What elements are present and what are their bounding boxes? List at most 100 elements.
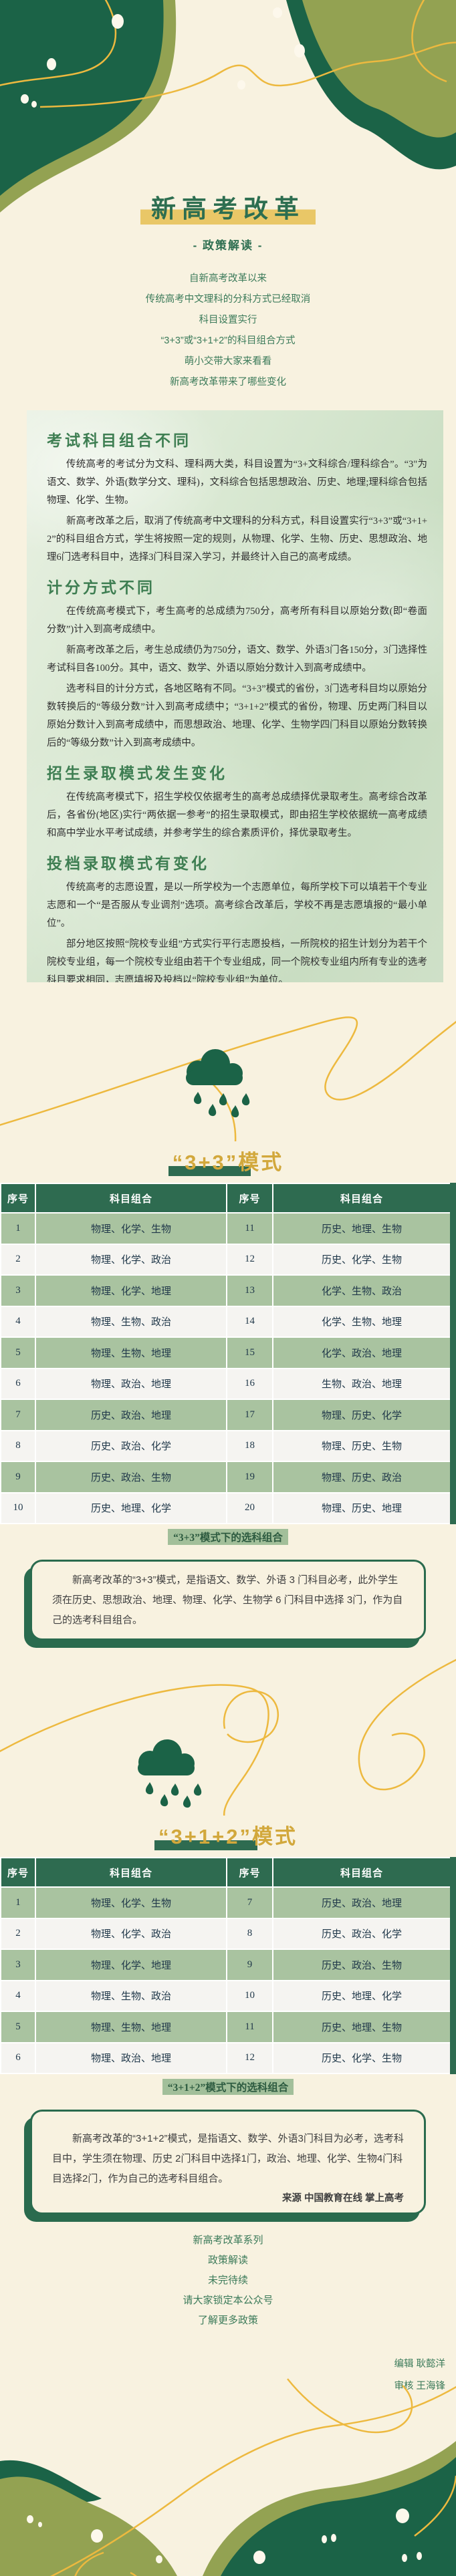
table-cell: 历史、地理、化学	[272, 1979, 454, 2012]
table-cell: 物理、生物、地理	[35, 1336, 227, 1369]
table-cell: 物理、化学、政治	[35, 1917, 227, 1950]
article-panel: 考试科目组合不同 传统高考的考试分为文科、理科两大类，科目设置为“3+文科综合/…	[27, 410, 443, 982]
table-312-caption: “3+1+2”模式下的选科组合	[162, 2079, 294, 2095]
mode-312-title: “3+1+2”模式	[154, 1820, 298, 1850]
col-header: 科目组合	[272, 1857, 454, 1888]
table-cell: 18	[226, 1429, 273, 1462]
table-cell: 7	[226, 1886, 273, 1919]
table-33-caption: “3+3”模式下的选科组合	[168, 1529, 288, 1545]
col-header: 序号	[0, 1183, 36, 1213]
paragraph: 传统高考的考试分为文科、理科两大类，科目设置为“3+文科综合/理科综合”。“3"…	[47, 459, 427, 506]
table-cell: 化学、政治、地理	[272, 1336, 454, 1369]
section-title: 招生录取模式发生变化	[47, 765, 227, 782]
table-row: 3 物理、化学、地理 9 历史、政治、生物	[0, 1949, 454, 1981]
table-cell: 历史、政治、地理	[35, 1399, 227, 1431]
table-cell: 物理、历史、地理	[272, 1491, 454, 1524]
paragraph: 在传统高考模式下，招生学校仅依据考生的高考总成绩择优录取考生。高考综合改革后，各…	[47, 792, 427, 839]
table-cell: 15	[226, 1336, 273, 1369]
table-row: 2 物理、化学、政治 8 历史、政治、化学	[0, 1917, 454, 1950]
table-row: 8 历史、政治、化学 18 物理、历史、生物	[0, 1429, 454, 1462]
table-cell: 9	[0, 1461, 36, 1493]
table-cell: 历史、化学、生物	[272, 1243, 454, 1276]
table-cell: 4	[0, 1979, 36, 2012]
table-row: 2 物理、化学、政治 12 历史、化学、生物	[0, 1243, 454, 1276]
table-cell: 20	[226, 1491, 273, 1524]
table-row: 10 历史、地理、化学 20 物理、历史、地理	[0, 1491, 454, 1524]
table-cell: 14	[226, 1305, 273, 1338]
intro-line: 自新高考改革以来	[189, 273, 267, 284]
divider-decoration	[0, 982, 456, 1141]
table-cell: 历史、政治、生物	[35, 1461, 227, 1493]
footer-line: 未完待续	[207, 2275, 248, 2286]
section-title: 考试科目组合不同	[47, 432, 191, 449]
yellow-swirl-decoration	[0, 1016, 456, 1141]
table-header-row: 序号 科目组合 序号 科目组合	[0, 1857, 454, 1888]
table-cell: 10	[226, 1979, 273, 2012]
table-row: 1 物理、化学、生物 11 历史、地理、生物	[0, 1212, 454, 1245]
mode-312-note-box: 新高考改革的“3+1+2”模式，是指语文、数学、外语3门科目为必考，选考科目中，…	[30, 2110, 426, 2214]
table-cell: 化学、生物、政治	[272, 1274, 454, 1307]
col-header: 序号	[0, 1857, 36, 1888]
table-cell: 历史、政治、化学	[35, 1429, 227, 1462]
table-cell: 历史、政治、化学	[272, 1917, 454, 1950]
paragraph: 在传统高考模式下，考生高考的总成绩为750分，高考所有科目以原始分数(即“卷面分…	[47, 606, 427, 635]
table-cell: 8	[226, 1917, 273, 1950]
table-cell: 物理、历史、生物	[272, 1429, 454, 1462]
intro-line: 传统高考中文理科的分科方式已经取消	[145, 294, 311, 305]
mode-312-title-block: “3+1+2”模式	[0, 1816, 456, 1857]
table-row: 4 物理、生物、政治 10 历史、地理、化学	[0, 1979, 454, 2012]
table-cell: 11	[226, 2011, 273, 2043]
paragraph: 新高考改革之后，取消了传统高考中文理科的分科方式，科目设置实行“3+3”或“3+…	[47, 516, 427, 563]
intro-line: 新高考改革带来了哪些变化	[170, 377, 286, 388]
table-cell: 2	[0, 1917, 36, 1950]
paragraph: 选考科目的计分方式，各地区略有不同。“3+3”模式的省份，3门选考科目均以原始分…	[47, 684, 427, 748]
table-cell: 12	[226, 2041, 273, 2074]
table-cell: 物理、生物、政治	[35, 1305, 227, 1338]
yellow-swirl-decoration	[0, 1659, 456, 1816]
table-cell: 9	[226, 1949, 273, 1981]
table-cell: 12	[226, 1243, 273, 1276]
section-title: 投档录取模式有变化	[47, 855, 209, 872]
intro-line: 科目设置实行	[199, 315, 257, 325]
table-cell: 历史、地理、生物	[272, 2011, 454, 2043]
table-row: 1 物理、化学、生物 7 历史、政治、地理	[0, 1886, 454, 1919]
mode-33-title-text: “3+3”模式	[172, 1151, 284, 1174]
col-header: 科目组合	[35, 1183, 227, 1213]
table-row: 5 物理、生物、地理 11 历史、地理、生物	[0, 2011, 454, 2043]
table-cell: 物理、化学、生物	[35, 1886, 227, 1919]
table-cell: 历史、地理、生物	[272, 1212, 454, 1245]
table-cell: 历史、政治、地理	[272, 1886, 454, 1919]
reviewer-credit: 审核 王海锋	[394, 2381, 445, 2392]
footer-line: 新高考改革系列	[193, 2235, 263, 2246]
note-text: 新高考改革的“3+1+2”模式，是指语文、数学、外语3门科目为必考，选考科目中，…	[52, 2133, 404, 2184]
table-cell: 2	[0, 1243, 36, 1276]
intro: 自新高考改革以来 传统高考中文理科的分科方式已经取消 科目设置实行 “3+3”或…	[0, 269, 456, 393]
footer-line: 请大家锁定本公众号	[183, 2295, 273, 2306]
table-cell: 5	[0, 1336, 36, 1369]
table-cell: 物理、生物、地理	[35, 2011, 227, 2043]
table-cell: 物理、政治、地理	[35, 2041, 227, 2074]
footer-line: 政策解读	[207, 2255, 248, 2266]
rain-cloud-icon	[138, 1739, 202, 1808]
table-cell: 物理、化学、生物	[35, 1212, 227, 1245]
title-underline-bar	[168, 1166, 251, 1176]
table-cell: 10	[0, 1491, 36, 1524]
table-cell: 化学、生物、地理	[272, 1305, 454, 1338]
credits: 编辑 耿懿洋 审核 王海锋	[0, 2353, 456, 2398]
table-cell: 物理、化学、地理	[35, 1949, 227, 1981]
footer-line: 了解更多政策	[197, 2315, 258, 2326]
col-header: 科目组合	[35, 1857, 227, 1888]
table-cell: 1	[0, 1212, 36, 1245]
table-row: 5 物理、生物、地理 15 化学、政治、地理	[0, 1336, 454, 1369]
table-cell: 6	[0, 2041, 36, 2074]
table-cell: 19	[226, 1461, 273, 1493]
top-organic-decoration	[0, 0, 456, 212]
table-cell: 历史、政治、生物	[272, 1949, 454, 1981]
section-title: 计分方式不同	[47, 579, 155, 596]
table-row: 3 物理、化学、地理 13 化学、生物、政治	[0, 1274, 454, 1307]
table-cell: 历史、化学、生物	[272, 2041, 454, 2074]
footer: 新高考改革系列 政策解读 未完待续 请大家锁定本公众号 了解更多政策	[0, 2231, 456, 2331]
table-cell: 13	[226, 1274, 273, 1307]
table-row: 7 历史、政治、地理 17 物理、历史、化学	[0, 1399, 454, 1431]
